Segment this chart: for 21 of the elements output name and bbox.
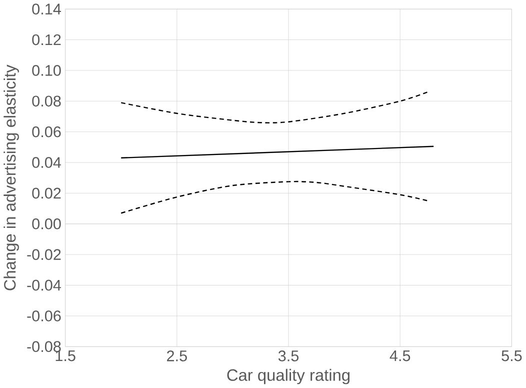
y-tick-label: 0.00	[32, 218, 61, 230]
y-tick-label: 0.04	[32, 157, 61, 168]
y-tick-label: -0.02	[27, 249, 61, 260]
y-axis-title: Change in advertising elasticity	[4, 64, 19, 290]
line-series	[120, 91, 429, 124]
x-tick-label: 2.5	[167, 350, 187, 362]
x-axis-title: Car quality rating	[227, 368, 350, 384]
y-tick-label: 0.08	[32, 96, 61, 107]
line-series	[120, 181, 429, 214]
x-tick-label: 1.5	[56, 350, 76, 362]
y-tick-label: 0.12	[32, 34, 61, 46]
y-tick-label: 0.06	[32, 126, 61, 138]
y-tick-label: -0.06	[27, 310, 61, 322]
y-tick-label: 0.14	[32, 4, 61, 15]
y-tick-label: -0.08	[27, 341, 61, 352]
y-tick-label: -0.04	[27, 280, 61, 291]
x-tick-label: 5.5	[502, 350, 522, 362]
y-tick-label: 0.02	[32, 188, 61, 199]
x-tick-label: 4.5	[390, 350, 410, 362]
y-tick-label: 0.10	[32, 65, 61, 76]
x-tick-label: 3.5	[278, 350, 299, 362]
